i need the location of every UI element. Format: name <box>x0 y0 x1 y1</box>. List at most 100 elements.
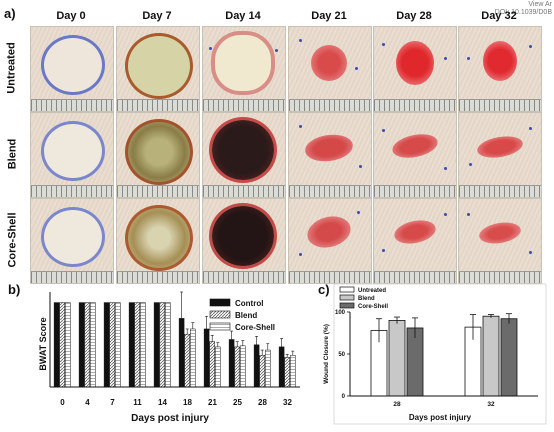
bwat-bar <box>184 333 190 388</box>
bwat-bar <box>253 344 260 388</box>
closure-y-tick: 0 <box>342 394 346 400</box>
doi-text: DOI: 10.1039/D0B <box>494 9 552 16</box>
bwat-bar <box>284 357 290 388</box>
wound-photo <box>288 26 372 112</box>
c-legend: Untreated Blend Core-Shell <box>339 286 388 310</box>
bwat-bar <box>78 302 85 388</box>
closure-bar <box>482 315 500 397</box>
bwat-bar <box>53 302 60 388</box>
legend-swatch-core-shell <box>209 322 231 331</box>
wound-photo <box>373 198 457 284</box>
wound-photo <box>30 112 114 198</box>
bwat-bar <box>84 302 90 388</box>
bwat-bar <box>103 302 110 388</box>
view-article-link[interactable]: View Ar DOI: 10.1039/D0B <box>495 1 552 17</box>
c-ylabel: Wound Closure (%) <box>323 324 330 384</box>
bwat-bar <box>165 302 171 388</box>
bwat-bar <box>140 302 146 388</box>
bwat-x-tick: 4 <box>85 398 90 407</box>
bwat-bar <box>153 302 160 388</box>
b-xlabel: Days post injury <box>131 413 209 424</box>
row-core-shell-label: Core-Shell <box>6 212 19 268</box>
bwat-bar <box>240 345 246 388</box>
wound-photo <box>458 112 542 198</box>
bwat-bar <box>190 328 196 388</box>
bwat-bar <box>59 302 65 388</box>
bwat-chart: 0 4 7 11 14 18 21 25 28 32 BWAT Score Days post i… <box>38 291 300 424</box>
bwat-bar <box>259 355 265 388</box>
legend-swatch-untreated <box>339 286 355 293</box>
day-7-label: Day 7 <box>142 10 172 22</box>
bwat-x-tick: 14 <box>158 398 167 407</box>
wound-photo <box>288 198 372 284</box>
bwat-bar <box>115 302 121 388</box>
legend-swatch-blend-c <box>339 294 355 301</box>
day-21-label: Day 21 <box>311 10 347 22</box>
wound-photo <box>202 198 286 284</box>
wound-photo <box>30 198 114 284</box>
day-0-label: Day 0 <box>56 10 86 22</box>
b-ylabel: BWAT Score <box>38 317 48 370</box>
bwat-bar <box>209 341 215 388</box>
closure-y-tick: 50 <box>338 352 345 358</box>
day-32-label: Day 32 <box>481 10 517 22</box>
panel-c-label: c) <box>318 282 330 297</box>
bwat-x-tick: 11 <box>133 398 142 407</box>
bwat-bar <box>203 328 210 388</box>
bwat-bar <box>178 318 185 388</box>
bwat-x-tick: 25 <box>233 398 242 407</box>
bwat-bar <box>128 302 135 388</box>
bwat-bar <box>278 346 285 388</box>
closure-bar <box>388 320 406 397</box>
wound-photo <box>116 112 200 198</box>
day-14-label: Day 14 <box>225 10 261 22</box>
wound-photo <box>202 26 286 112</box>
closure-x-tick: 32 <box>487 401 495 408</box>
wound-photo <box>30 26 114 112</box>
legend-untreated: Untreated <box>358 288 386 294</box>
legend-swatch-control <box>209 298 231 307</box>
panel-a-label: a) <box>4 6 16 21</box>
row-untreated-label: Untreated <box>6 42 18 94</box>
wound-closure-chart: 0 50 100 28 32 Wound Closure (%) Days post … <box>323 283 547 425</box>
bwat-bar <box>234 346 240 388</box>
wound-photo <box>288 112 372 198</box>
wound-photo <box>116 26 200 112</box>
bwat-bar <box>290 355 296 388</box>
closure-bar <box>406 327 424 397</box>
bwat-bar <box>90 302 96 388</box>
bwat-bar <box>109 302 115 388</box>
view-article-text: View Ar <box>528 1 552 8</box>
bwat-bar <box>65 302 71 388</box>
row-blend-label: Blend <box>6 138 18 170</box>
legend-blend: Blend <box>235 311 257 320</box>
bwat-x-tick: 32 <box>283 398 292 407</box>
day-28-label: Day 28 <box>396 10 432 22</box>
bwat-bar <box>134 302 140 388</box>
wound-photo <box>373 112 457 198</box>
wound-photo <box>202 112 286 198</box>
wound-photo <box>116 198 200 284</box>
bwat-bar <box>265 349 271 388</box>
closure-x-tick: 28 <box>393 401 401 408</box>
bwat-bar <box>159 302 165 388</box>
closure-bar <box>500 318 518 397</box>
legend-swatch-core-shell-c <box>339 302 355 309</box>
legend-swatch-blend <box>209 310 231 319</box>
b-legend: Control Blend Core-Shell <box>209 298 275 332</box>
bwat-x-tick: 21 <box>208 398 217 407</box>
wound-photo <box>458 198 542 284</box>
closure-y-tick: 100 <box>335 310 346 316</box>
bwat-x-tick: 28 <box>258 398 267 407</box>
wound-photo <box>373 26 457 112</box>
legend-control: Control <box>235 299 263 308</box>
bwat-x-tick: 0 <box>60 398 65 407</box>
wound-photo <box>458 26 542 112</box>
c-xlabel: Days post injury <box>409 413 472 422</box>
bwat-bar <box>228 339 235 388</box>
bwat-x-tick: 7 <box>110 398 115 407</box>
panel-b-label: b) <box>8 282 21 297</box>
bwat-x-tick: 18 <box>183 398 192 407</box>
legend-core-shell-c: Core-Shell <box>358 304 388 310</box>
bwat-bar <box>215 346 221 388</box>
